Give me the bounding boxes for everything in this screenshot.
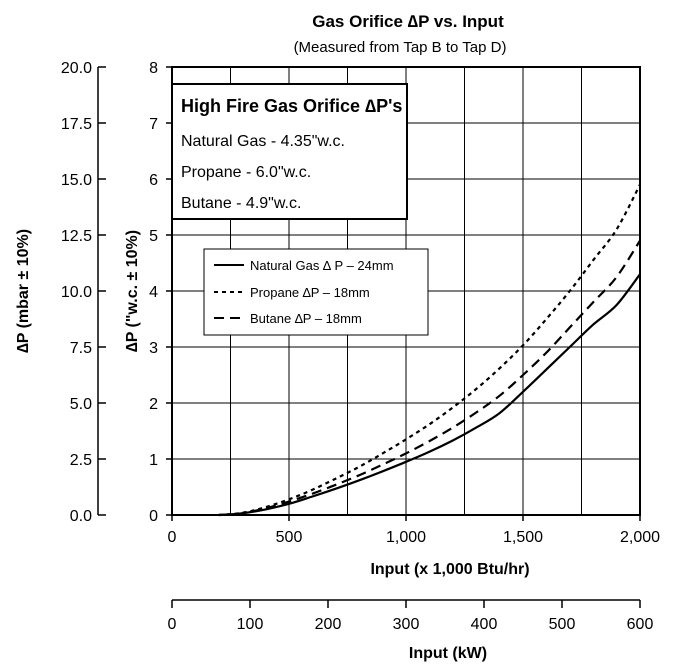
y2-axis: 0.0 2.5 5.0 7.5 10.0 12.5 15.0 17.5 20.0 <box>61 60 106 525</box>
x2-tick-label: 400 <box>471 616 498 633</box>
info-box-line: Propane - 6.0"w.c. <box>181 164 311 181</box>
legend: Natural Gas ∆ P – 24mm Propane ∆P – 18mm… <box>203 248 429 336</box>
chart-title: Gas Orifice ∆P vs. Input <box>312 12 504 31</box>
info-box-line: Butane - 4.9"w.c. <box>181 195 301 212</box>
info-box-title: High Fire Gas Orifice ∆P's <box>181 96 402 116</box>
x2-axis: 0 100 200 300 400 500 600 <box>168 599 654 633</box>
x-tick-label: 1,000 <box>386 529 426 546</box>
y2-axis-label: ∆P (mbar ± 10%) <box>15 229 32 353</box>
y-tick-label: 1 <box>149 452 158 469</box>
info-box-line: Natural Gas - 4.35"w.c. <box>181 133 345 150</box>
y-tick-label: 3 <box>149 340 158 357</box>
x-axis-ticks: 0 500 1,000 1,500 2,000 <box>168 515 660 546</box>
y-axis-label: ∆P ("w.c. ± 10%) <box>124 230 141 352</box>
y2-tick-label: 15.0 <box>61 172 92 189</box>
y-tick-label: 4 <box>149 284 158 301</box>
x-axis-label: Input (x 1,000 Btu/hr) <box>370 561 529 578</box>
info-box: High Fire Gas Orifice ∆P's Natural Gas -… <box>171 83 408 220</box>
series-line-0 <box>218 273 641 517</box>
x-tick-label: 1,500 <box>503 529 543 546</box>
y-tick-label: 7 <box>149 116 158 133</box>
y-tick-label: 6 <box>149 172 158 189</box>
legend-label: Butane ∆P – 18mm <box>250 311 362 326</box>
chart-subtitle: (Measured from Tap B to Tap D) <box>294 39 507 56</box>
x-tick-label: 0 <box>168 529 177 546</box>
legend-label: Natural Gas ∆ P – 24mm <box>250 258 394 273</box>
y-axis-ticks: 0 1 2 3 4 5 6 7 8 <box>149 60 172 525</box>
x2-tick-label: 200 <box>315 616 342 633</box>
y2-tick-label: 20.0 <box>61 60 92 77</box>
series-line-2 <box>218 240 641 517</box>
series-line-1 <box>218 184 641 517</box>
y2-tick-label: 5.0 <box>70 396 92 413</box>
y-tick-label: 2 <box>149 396 158 413</box>
x2-tick-label: 100 <box>237 616 264 633</box>
y-tick-label: 5 <box>149 228 158 245</box>
x-tick-label: 2,000 <box>620 529 660 546</box>
y-tick-label: 0 <box>149 508 158 525</box>
legend-label: Propane ∆P – 18mm <box>250 285 370 300</box>
x2-tick-label: 300 <box>393 616 420 633</box>
info-box-frame <box>171 83 408 220</box>
x2-tick-label: 500 <box>549 616 576 633</box>
y2-tick-label: 2.5 <box>70 452 92 469</box>
series-lines <box>218 184 641 517</box>
x-tick-label: 500 <box>276 529 303 546</box>
y2-tick-label: 7.5 <box>70 340 92 357</box>
y2-tick-label: 12.5 <box>61 228 92 245</box>
y2-tick-label: 0.0 <box>70 508 92 525</box>
y2-tick-label: 17.5 <box>61 116 92 133</box>
y2-tick-label: 10.0 <box>61 284 92 301</box>
y-tick-label: 8 <box>149 60 158 77</box>
x2-axis-label: Input (kW) <box>409 645 487 662</box>
x2-tick-label: 600 <box>627 616 654 633</box>
x2-tick-label: 0 <box>168 616 177 633</box>
